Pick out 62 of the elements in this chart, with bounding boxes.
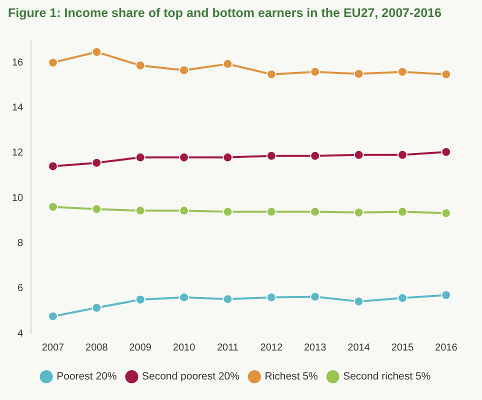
y-tick-label: 6 bbox=[18, 283, 24, 294]
point bbox=[92, 204, 102, 214]
y-tick-label: 8 bbox=[18, 238, 24, 249]
point bbox=[266, 292, 276, 302]
point bbox=[179, 65, 190, 76]
point bbox=[92, 158, 102, 168]
point bbox=[310, 150, 320, 161]
point bbox=[354, 296, 364, 306]
point bbox=[310, 66, 320, 77]
point bbox=[135, 206, 146, 216]
point bbox=[397, 293, 408, 304]
x-tick-label: 2010 bbox=[172, 342, 196, 354]
point bbox=[222, 206, 233, 217]
x-tick-label: 2014 bbox=[348, 342, 370, 354]
x-tick-label: 2011 bbox=[216, 342, 239, 354]
legend-label: Second poorest 20% bbox=[142, 370, 240, 383]
point bbox=[354, 150, 364, 160]
point bbox=[441, 146, 452, 157]
y-tick-label: 16 bbox=[12, 57, 24, 68]
point bbox=[48, 161, 58, 172]
x-tick-label: 2007 bbox=[42, 342, 65, 354]
y-tick-label: 4 bbox=[18, 328, 24, 340]
point bbox=[266, 69, 276, 80]
point bbox=[397, 206, 408, 217]
x-tick-label: 2009 bbox=[129, 342, 152, 354]
y-tick-label: 10 bbox=[12, 192, 24, 204]
point bbox=[48, 202, 58, 212]
point bbox=[354, 207, 364, 218]
point bbox=[266, 206, 276, 217]
point bbox=[441, 208, 452, 218]
chart-title: Figure 1: Income share of top and bottom earners in the EU27, 2007-2016 bbox=[7, 5, 442, 22]
y-tick-label: 14 bbox=[12, 102, 24, 114]
point bbox=[92, 46, 102, 57]
x-tick-label: 2016 bbox=[435, 342, 458, 354]
point bbox=[354, 68, 364, 79]
point bbox=[135, 294, 146, 305]
point bbox=[222, 152, 233, 162]
x-tick-label: 2013 bbox=[304, 342, 327, 354]
point bbox=[222, 58, 233, 69]
point bbox=[48, 58, 58, 68]
point bbox=[48, 311, 58, 322]
legend-label: Poorest 20% bbox=[56, 370, 117, 383]
legend-label: Richest 5% bbox=[264, 370, 318, 383]
point bbox=[179, 292, 190, 302]
y-tick-label: 12 bbox=[12, 148, 24, 159]
point bbox=[310, 292, 320, 302]
point bbox=[441, 69, 452, 80]
point bbox=[179, 206, 190, 216]
point bbox=[266, 150, 276, 161]
point bbox=[310, 206, 320, 217]
point bbox=[222, 294, 233, 304]
point bbox=[397, 150, 408, 160]
point bbox=[135, 152, 146, 162]
point bbox=[135, 60, 146, 71]
legend-label: Second richest 5% bbox=[343, 370, 431, 383]
point bbox=[441, 290, 452, 300]
x-tick-label: 2012 bbox=[260, 342, 283, 354]
point bbox=[92, 302, 102, 313]
x-tick-label: 2015 bbox=[391, 342, 414, 354]
point bbox=[179, 152, 190, 162]
point bbox=[397, 66, 408, 77]
x-tick-label: 2008 bbox=[86, 342, 108, 354]
